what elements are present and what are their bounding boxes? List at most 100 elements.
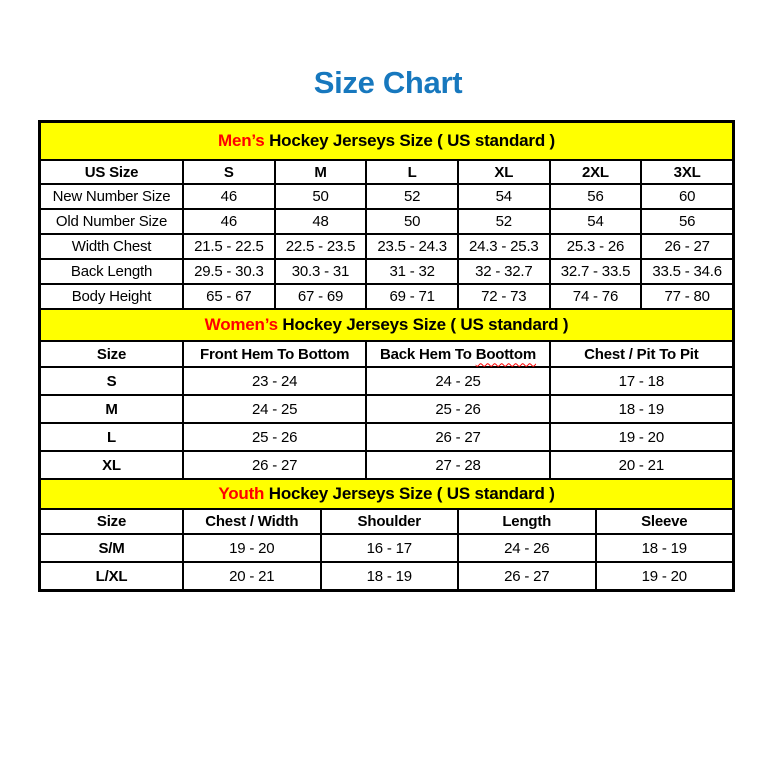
value-cell: 69 - 71 bbox=[365, 283, 459, 310]
youth-section-title: Youth Hockey Jerseys Size ( US standard … bbox=[39, 478, 734, 510]
column-header: Shoulder bbox=[319, 508, 459, 535]
womens-size-table: Women’s Hockey Jerseys Size ( US standar… bbox=[39, 308, 735, 480]
value-cell: 72 - 73 bbox=[456, 283, 551, 310]
value-cell: 52 bbox=[365, 183, 459, 210]
mens-section-title-rest: Hockey Jerseys Size ( US standard ) bbox=[264, 131, 555, 150]
table-row: New Number Size 46 50 52 54 56 60 bbox=[39, 183, 734, 210]
value-cell: 26 - 27 bbox=[457, 561, 597, 591]
table-row: Old Number Size 46 48 50 52 54 56 bbox=[39, 208, 734, 235]
value-cell: 27 - 28 bbox=[365, 450, 551, 480]
value-cell: 54 bbox=[456, 183, 551, 210]
value-cell: 25.3 - 26 bbox=[548, 233, 643, 260]
page-title: Size Chart bbox=[313, 65, 463, 100]
youth-section-title-rest: Hockey Jerseys Size ( US standard ) bbox=[264, 484, 555, 503]
value-cell: 19 - 20 bbox=[594, 561, 734, 591]
value-cell: 26 - 27 bbox=[640, 233, 734, 260]
value-cell: 18 - 19 bbox=[548, 394, 735, 424]
value-cell: 32.7 - 33.5 bbox=[548, 258, 643, 285]
value-cell: 77 - 80 bbox=[640, 283, 734, 310]
value-cell: 52 bbox=[456, 208, 551, 235]
value-cell: 20 - 21 bbox=[182, 561, 322, 591]
value-cell: 24 - 25 bbox=[365, 366, 551, 396]
value-cell: 48 bbox=[273, 208, 368, 235]
value-cell: 46 bbox=[182, 208, 276, 235]
size-chart-page: Size Chart Men’s Hockey Jerseys Size ( U… bbox=[0, 66, 776, 592]
value-cell: 16 - 17 bbox=[319, 533, 459, 563]
mens-size-table: Men’s Hockey Jerseys Size ( US standard … bbox=[39, 121, 734, 310]
value-cell: 23.5 - 24.3 bbox=[365, 233, 459, 260]
womens-section-title-highlight: Women’s bbox=[204, 315, 278, 334]
column-header: M bbox=[273, 159, 368, 185]
table-row: Width Chest 21.5 - 22.5 22.5 - 23.5 23.5 - … bbox=[39, 233, 734, 260]
youth-section-title-highlight: Youth bbox=[218, 484, 265, 503]
value-cell: 26 - 27 bbox=[181, 450, 368, 480]
column-header: L bbox=[365, 159, 459, 185]
value-cell: 21.5 - 22.5 bbox=[182, 233, 276, 260]
row-label: L bbox=[39, 422, 184, 452]
row-label: XL bbox=[39, 450, 184, 480]
table-row: S 23 - 24 24 - 25 17 - 18 bbox=[39, 366, 735, 396]
column-header: XL bbox=[456, 159, 551, 185]
womens-section-header-row: Women’s Hockey Jerseys Size ( US standar… bbox=[39, 308, 734, 342]
value-cell: 46 bbox=[182, 183, 276, 210]
value-cell: 50 bbox=[365, 208, 459, 235]
misspelled-word: Boottom bbox=[475, 345, 536, 363]
column-header: Size bbox=[39, 340, 184, 368]
column-header: Length bbox=[457, 508, 597, 535]
value-cell: 30.3 - 31 bbox=[273, 258, 368, 285]
value-cell: 60 bbox=[640, 183, 734, 210]
table-row: Back Length 29.5 - 30.3 30.3 - 31 31 - 32 32… bbox=[39, 258, 734, 285]
table-row: L/XL 20 - 21 18 - 19 26 - 27 19 - 20 bbox=[39, 561, 734, 591]
value-cell: 56 bbox=[548, 183, 643, 210]
mens-column-header-row: US Size S M L XL 2XL 3XL bbox=[39, 159, 734, 185]
row-label: Width Chest bbox=[39, 233, 184, 260]
value-cell: 19 - 20 bbox=[548, 422, 735, 452]
table-row: M 24 - 25 25 - 26 18 - 19 bbox=[39, 394, 735, 424]
value-cell: 65 - 67 bbox=[182, 283, 276, 310]
value-cell: 54 bbox=[548, 208, 643, 235]
value-cell: 17 - 18 bbox=[548, 366, 735, 396]
value-cell: 22.5 - 23.5 bbox=[273, 233, 368, 260]
value-cell: 32 - 32.7 bbox=[456, 258, 551, 285]
value-cell: 19 - 20 bbox=[182, 533, 322, 563]
row-label: S/M bbox=[39, 533, 184, 563]
value-cell: 50 bbox=[273, 183, 368, 210]
value-cell: 31 - 32 bbox=[365, 258, 459, 285]
column-header: Chest / Width bbox=[182, 508, 322, 535]
row-label: Back Length bbox=[39, 258, 184, 285]
row-label: L/XL bbox=[39, 561, 184, 591]
column-header: US Size bbox=[39, 159, 184, 185]
column-header: S bbox=[182, 159, 276, 185]
value-cell: 23 - 24 bbox=[181, 366, 368, 396]
table-row: Body Height 65 - 67 67 - 69 69 - 71 72 - 73 7… bbox=[39, 283, 734, 310]
row-label: Old Number Size bbox=[39, 208, 184, 235]
size-chart: Men’s Hockey Jerseys Size ( US standard … bbox=[38, 120, 735, 592]
value-cell: 24 - 25 bbox=[181, 394, 368, 424]
table-row: L 25 - 26 26 - 27 19 - 20 bbox=[39, 422, 735, 452]
value-cell: 25 - 26 bbox=[181, 422, 368, 452]
value-cell: 24.3 - 25.3 bbox=[456, 233, 551, 260]
womens-section-title: Women’s Hockey Jerseys Size ( US standar… bbox=[39, 308, 734, 342]
value-cell: 33.5 - 34.6 bbox=[640, 258, 734, 285]
womens-column-header-row: Size Front Hem To Bottom Back Hem To Boott… bbox=[39, 340, 735, 368]
value-cell: 25 - 26 bbox=[365, 394, 551, 424]
youth-column-header-row: Size Chest / Width Shoulder Length Sleeve bbox=[39, 508, 734, 535]
value-cell: 56 bbox=[640, 208, 734, 235]
mens-section-title-highlight: Men’s bbox=[218, 131, 265, 150]
table-row: XL 26 - 27 27 - 28 20 - 21 bbox=[39, 450, 735, 480]
value-cell: 24 - 26 bbox=[457, 533, 597, 563]
row-label: S bbox=[39, 366, 184, 396]
womens-section-title-rest: Hockey Jerseys Size ( US standard ) bbox=[277, 315, 569, 334]
column-header: Back Hem To Boottom bbox=[365, 340, 551, 368]
youth-size-table: Youth Hockey Jerseys Size ( US standard … bbox=[39, 478, 734, 591]
column-header: 2XL bbox=[548, 159, 643, 185]
value-cell: 18 - 19 bbox=[319, 561, 459, 591]
value-cell: 18 - 19 bbox=[594, 533, 734, 563]
row-label: New Number Size bbox=[39, 183, 184, 210]
row-label: M bbox=[39, 394, 184, 424]
row-label: Body Height bbox=[39, 283, 184, 310]
table-row: S/M 19 - 20 16 - 17 24 - 26 18 - 19 bbox=[39, 533, 734, 563]
value-cell: 26 - 27 bbox=[365, 422, 551, 452]
value-cell: 74 - 76 bbox=[548, 283, 643, 310]
column-header: Front Hem To Bottom bbox=[181, 340, 368, 368]
